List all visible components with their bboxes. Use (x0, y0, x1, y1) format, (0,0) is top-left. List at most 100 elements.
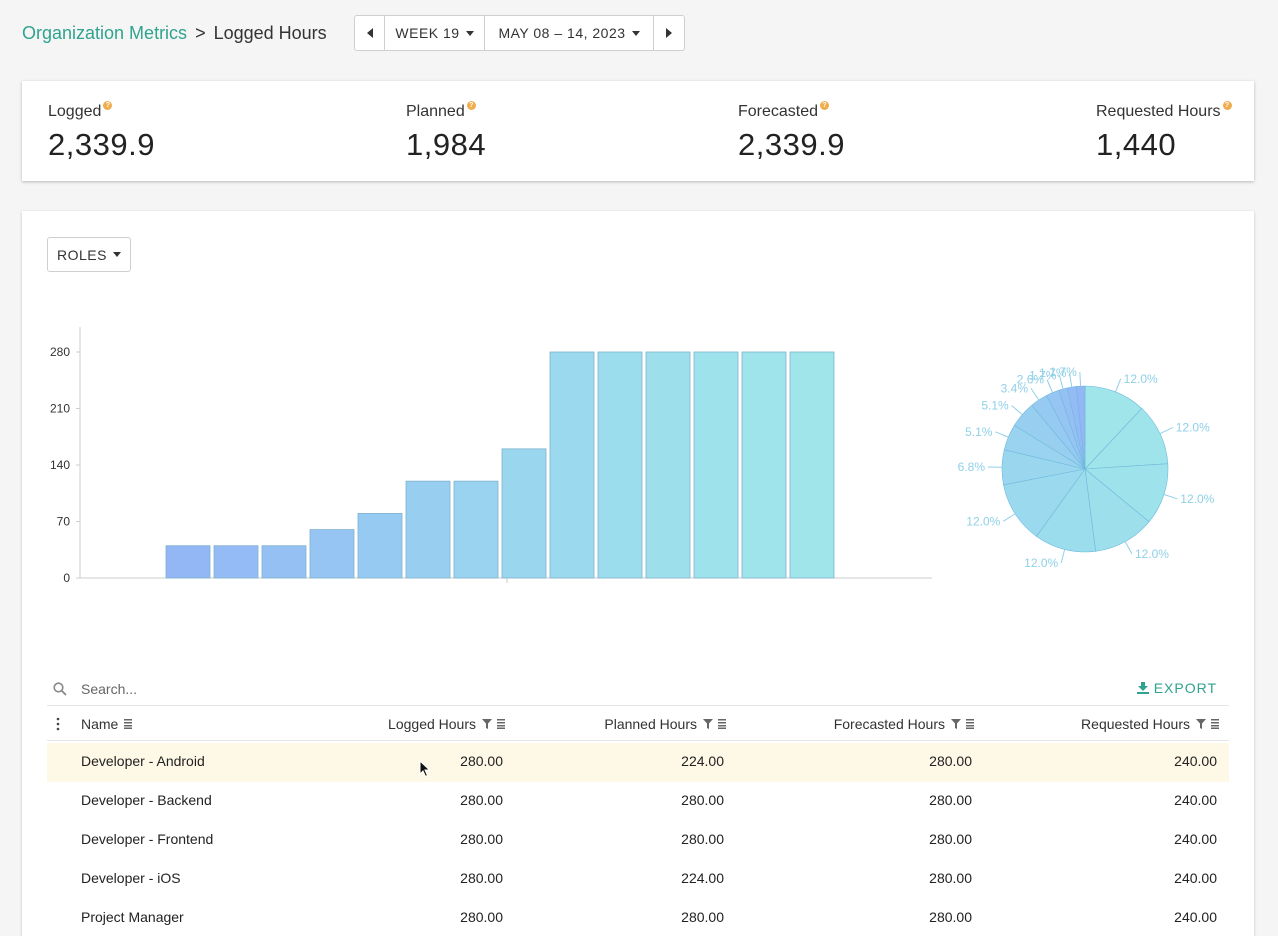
filter-icon[interactable] (482, 718, 492, 729)
column-menu-icon[interactable] (1211, 718, 1219, 729)
pie-leader-line (995, 431, 1009, 438)
y-tick-label: 210 (50, 402, 70, 416)
column-header-name[interactable]: Name (81, 706, 133, 741)
cell-logged-hours: 280.00 (460, 908, 503, 925)
breadcrumb-separator: > (195, 22, 206, 43)
cell-name: Project Manager (81, 908, 184, 925)
cell-planned-hours: 280.00 (681, 908, 724, 925)
pie-label: 12.0% (1024, 556, 1058, 570)
week-dropdown[interactable]: WEEK 19 (385, 16, 485, 50)
stat-label: Planned (406, 103, 465, 120)
stat-value: 1,440 (1096, 127, 1177, 162)
stat-forecasted: Forecasted? 2,339.9 (738, 101, 845, 163)
help-icon[interactable]: ? (1222, 101, 1232, 110)
y-tick-label: 280 (50, 345, 70, 359)
pie-slice (1084, 468, 1150, 552)
pie-label: 1.7% (1029, 368, 1057, 382)
column-header-label: Logged Hours (388, 715, 476, 732)
cell-forecasted-hours: 280.00 (929, 752, 972, 769)
table-toolbar: EXPORT (47, 673, 1229, 706)
column-header-label: Forecasted Hours (833, 715, 945, 732)
column-header-logged-hours[interactable]: Logged Hours (347, 706, 505, 741)
export-button[interactable]: EXPORT (1136, 680, 1217, 696)
filter-icon[interactable] (951, 718, 961, 729)
breadcrumb-parent-link[interactable]: Organization Metrics (22, 22, 188, 43)
table-row[interactable]: Developer - iOS 280.00 224.00 280.00 240… (47, 860, 1229, 899)
chevron-down-icon (631, 30, 640, 36)
previous-period-button[interactable] (355, 16, 385, 50)
pie-slice (1084, 463, 1169, 523)
table-row[interactable]: Developer - Frontend 280.00 280.00 280.0… (47, 821, 1229, 860)
cell-requested-hours: 240.00 (1174, 869, 1217, 886)
metrics-panel: ROLES 0 70 140 210 280 12.0% 12.0% 12.0% 12.0% 12… (22, 211, 1254, 936)
cell-forecasted-hours: 280.00 (929, 908, 972, 925)
stat-value: 2,339.9 (738, 127, 845, 162)
column-options-icon[interactable] (56, 717, 60, 731)
column-menu-icon[interactable] (718, 718, 726, 729)
bar (501, 448, 547, 579)
table-row[interactable]: Project Manager 280.00 280.00 280.00 240… (47, 899, 1229, 936)
pie-label: 12.0% (1176, 421, 1210, 435)
search-input[interactable] (81, 681, 681, 697)
stats-card: Logged? 2,339.9 Planned? 1,984 Forecaste… (22, 81, 1254, 181)
pie-label: 12.0% (1135, 547, 1169, 561)
help-icon[interactable]: ? (820, 101, 830, 110)
pie-leader-line (1060, 549, 1066, 564)
cell-logged-hours: 280.00 (460, 830, 503, 847)
column-header-forecasted-hours[interactable]: Forecasted Hours (787, 706, 974, 741)
pie-leader-line (1030, 388, 1040, 401)
column-header-label: Name (81, 715, 119, 732)
cell-logged-hours: 280.00 (460, 752, 503, 769)
cell-requested-hours: 240.00 (1174, 908, 1217, 925)
stat-label: Forecasted (738, 103, 819, 120)
stat-label: Logged (48, 103, 102, 120)
y-tick-label: 0 (63, 571, 70, 585)
pie-leader-line (1003, 513, 1016, 522)
pie-leader-line (1011, 405, 1023, 416)
download-icon (1136, 682, 1149, 694)
cell-name: Developer - Frontend (81, 830, 214, 847)
cell-logged-hours: 280.00 (460, 869, 503, 886)
cell-name: Developer - iOS (81, 869, 181, 886)
bar (261, 545, 307, 579)
stat-planned: Planned? 1,984 (406, 101, 486, 163)
pie-leader-line (1124, 541, 1133, 555)
export-label: EXPORT (1153, 680, 1217, 696)
pie-leader-line (1069, 373, 1073, 388)
period-navigator: WEEK 19 MAY 08 – 14, 2023 (354, 15, 685, 51)
filter-icon[interactable] (703, 718, 713, 729)
cell-requested-hours: 240.00 (1174, 752, 1217, 769)
bar (645, 351, 691, 579)
cell-planned-hours: 224.00 (681, 869, 724, 886)
breadcrumb: Organization Metrics > Logged Hours (22, 14, 327, 52)
pie-label: 12.0% (1124, 372, 1158, 386)
help-icon[interactable]: ? (466, 101, 476, 110)
pie-label: 3.4% (1001, 381, 1029, 395)
cell-forecasted-hours: 280.00 (929, 791, 972, 808)
pie-leader-line (1079, 372, 1082, 387)
cell-name: Developer - Android (81, 752, 205, 769)
cell-forecasted-hours: 280.00 (929, 830, 972, 847)
pie-slice (1084, 408, 1169, 470)
column-menu-icon[interactable] (497, 718, 505, 729)
help-icon[interactable]: ? (103, 101, 113, 110)
filter-icon[interactable] (1196, 718, 1206, 729)
column-menu-icon[interactable] (966, 718, 974, 729)
next-period-button[interactable] (654, 16, 684, 50)
page-title: Logged Hours (213, 22, 327, 43)
week-label: WEEK 19 (395, 25, 460, 41)
pie-label: 2.6% (1017, 373, 1045, 387)
y-tick-label: 70 (57, 515, 71, 529)
cell-name: Developer - Backend (81, 791, 212, 808)
cell-planned-hours: 280.00 (681, 791, 724, 808)
column-header-label: Requested Hours (1081, 715, 1190, 732)
date-range-label: MAY 08 – 14, 2023 (498, 25, 626, 41)
column-header-planned-hours[interactable]: Planned Hours (567, 706, 726, 741)
column-header-requested-hours[interactable]: Requested Hours (1037, 706, 1219, 741)
bar (453, 480, 499, 579)
group-by-dropdown[interactable]: ROLES (47, 237, 131, 272)
date-range-dropdown[interactable]: MAY 08 – 14, 2023 (485, 16, 654, 50)
table-row[interactable]: Developer - Backend 280.00 280.00 280.00… (47, 782, 1229, 821)
table-row[interactable]: Developer - Android 280.00 224.00 280.00… (47, 743, 1229, 782)
column-menu-icon[interactable] (124, 718, 133, 729)
